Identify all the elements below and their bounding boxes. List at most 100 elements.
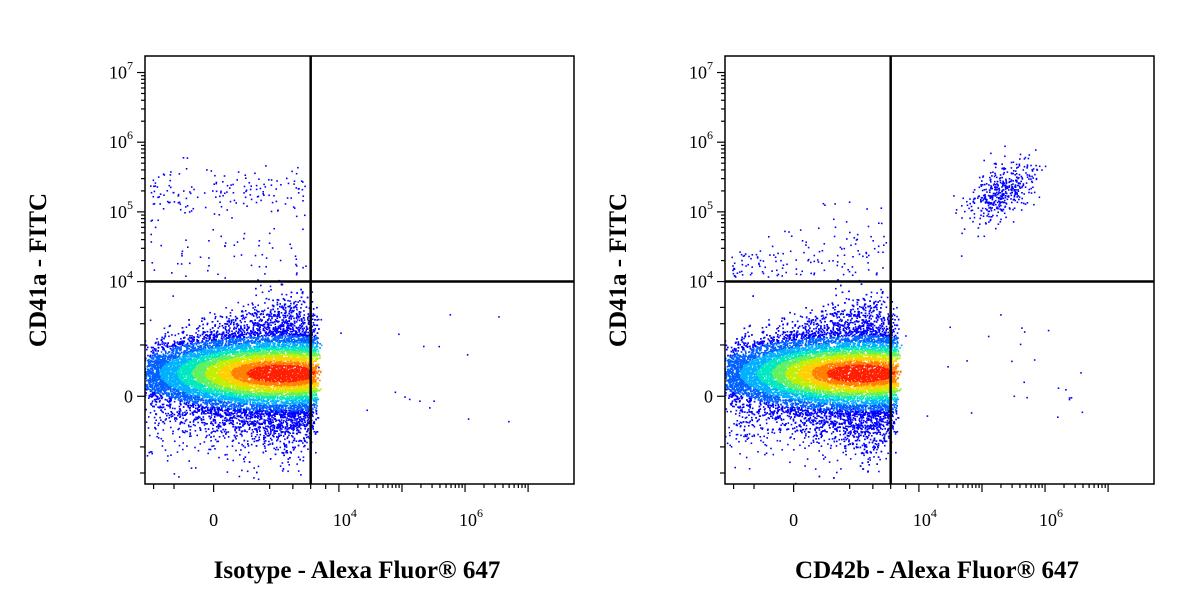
event-point xyxy=(198,405,200,407)
event-point xyxy=(241,380,244,382)
event-point xyxy=(311,363,313,366)
event-point xyxy=(255,409,257,412)
event-point xyxy=(295,312,298,315)
event-point xyxy=(253,390,256,392)
event-point xyxy=(273,332,275,335)
event-point xyxy=(228,408,231,411)
event-point xyxy=(158,372,160,374)
event-point xyxy=(307,395,309,398)
event-point xyxy=(273,433,275,435)
event-point xyxy=(184,366,186,368)
event-point xyxy=(191,335,193,337)
event-point xyxy=(210,389,213,392)
event-point xyxy=(271,443,274,445)
event-point xyxy=(319,343,321,345)
event-point xyxy=(281,323,283,326)
event-point xyxy=(318,369,320,372)
event-point xyxy=(213,403,215,405)
event-point xyxy=(159,361,161,363)
event-point xyxy=(285,311,287,313)
event-point xyxy=(285,389,288,392)
event-point xyxy=(223,345,225,348)
event-point xyxy=(241,392,243,394)
event-point xyxy=(164,408,166,411)
event-point xyxy=(207,401,209,403)
event-point xyxy=(256,309,258,312)
event-point xyxy=(281,305,283,307)
event-point xyxy=(248,312,250,314)
event-point xyxy=(207,364,209,366)
event-point xyxy=(283,397,286,400)
event-point xyxy=(293,417,296,420)
event-point xyxy=(311,388,313,391)
event-point xyxy=(294,322,296,324)
event-point xyxy=(303,342,306,344)
event-point xyxy=(293,416,296,419)
event-point xyxy=(304,322,306,324)
event-point xyxy=(267,307,269,309)
event-point xyxy=(296,343,299,345)
event-point xyxy=(281,293,283,296)
event-point xyxy=(269,437,272,440)
event-point xyxy=(149,319,152,322)
event-point xyxy=(247,365,250,368)
event-point xyxy=(188,337,191,339)
event-point xyxy=(300,355,303,358)
event-point xyxy=(268,317,270,320)
event-point xyxy=(297,352,300,355)
event-point xyxy=(222,419,224,422)
event-point xyxy=(237,301,240,304)
event-point xyxy=(280,343,283,346)
event-point xyxy=(260,400,263,402)
event-point xyxy=(212,356,215,358)
event-point xyxy=(249,344,252,347)
event-point xyxy=(274,327,277,330)
event-point xyxy=(219,322,221,325)
event-point xyxy=(254,337,257,339)
event-point xyxy=(199,404,202,407)
event-point xyxy=(272,333,274,336)
event-point xyxy=(256,433,258,436)
event-point xyxy=(142,389,144,391)
event-point xyxy=(223,412,226,414)
event-point xyxy=(290,418,293,421)
event-point xyxy=(247,336,250,338)
event-point xyxy=(233,326,236,329)
event-point xyxy=(266,352,269,354)
event-point xyxy=(171,388,174,390)
event-point xyxy=(293,317,295,320)
event-point xyxy=(275,400,277,403)
event-point xyxy=(198,365,201,368)
event-point xyxy=(270,405,273,407)
event-point xyxy=(155,364,158,366)
event-point xyxy=(262,337,264,339)
event-point xyxy=(319,379,321,382)
events-layer xyxy=(142,157,510,481)
event-point xyxy=(201,411,203,414)
event-point xyxy=(174,334,177,337)
event-point xyxy=(246,422,249,425)
event-point xyxy=(214,315,217,318)
event-point xyxy=(276,340,279,343)
event-point xyxy=(170,345,173,347)
event-point xyxy=(218,408,220,410)
event-point xyxy=(291,309,293,312)
event-point xyxy=(229,387,232,390)
event-point xyxy=(193,389,195,392)
event-point xyxy=(232,426,234,428)
event-point xyxy=(302,459,305,462)
event-point xyxy=(200,399,203,402)
event-point xyxy=(179,396,181,399)
event-point xyxy=(248,351,251,354)
event-point xyxy=(256,359,258,361)
event-point xyxy=(264,440,267,442)
event-point xyxy=(160,406,162,408)
event-point xyxy=(237,396,240,399)
event-point xyxy=(174,347,177,350)
event-point xyxy=(297,348,300,350)
event-point xyxy=(286,360,289,363)
event-point xyxy=(230,369,232,372)
event-point xyxy=(274,404,277,407)
event-point xyxy=(152,352,154,354)
